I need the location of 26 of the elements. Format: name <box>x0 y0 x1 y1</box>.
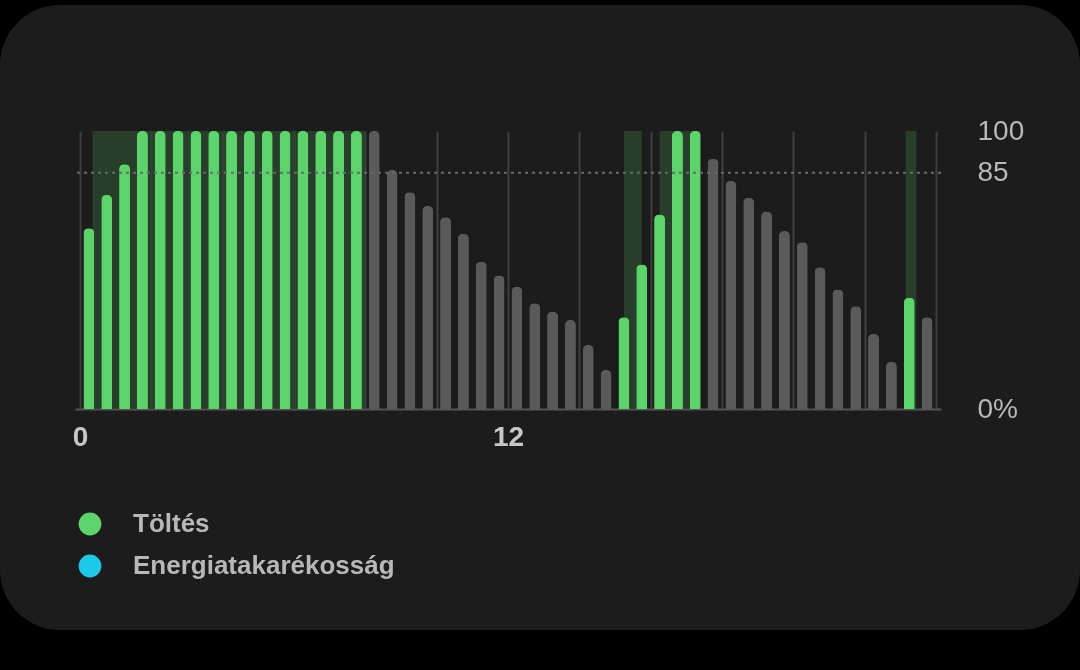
y-tick-label: 85 <box>977 156 1009 188</box>
legend-label: Energiatakarékosság <box>133 550 395 580</box>
bar <box>83 228 95 409</box>
bar <box>172 131 184 409</box>
bar <box>119 164 131 409</box>
bar <box>208 131 220 409</box>
bar <box>333 131 345 409</box>
bar <box>315 131 327 409</box>
bar <box>136 131 148 409</box>
bar <box>279 131 291 409</box>
bar <box>243 131 255 409</box>
bar <box>226 131 238 409</box>
bar <box>101 194 113 409</box>
y-tick-label: 100 <box>977 114 1025 146</box>
bar <box>190 131 202 409</box>
bar <box>671 131 683 409</box>
bar <box>154 131 166 409</box>
x-tick-label: 0 <box>72 420 89 452</box>
bar <box>297 131 309 409</box>
bar <box>654 214 666 409</box>
bar <box>689 131 701 409</box>
x-tick-label: 12 <box>492 420 525 452</box>
bar <box>261 131 273 409</box>
y-tick-label: 0% <box>977 392 1018 424</box>
legend-label: Töltés <box>133 508 210 538</box>
bar <box>350 131 362 409</box>
